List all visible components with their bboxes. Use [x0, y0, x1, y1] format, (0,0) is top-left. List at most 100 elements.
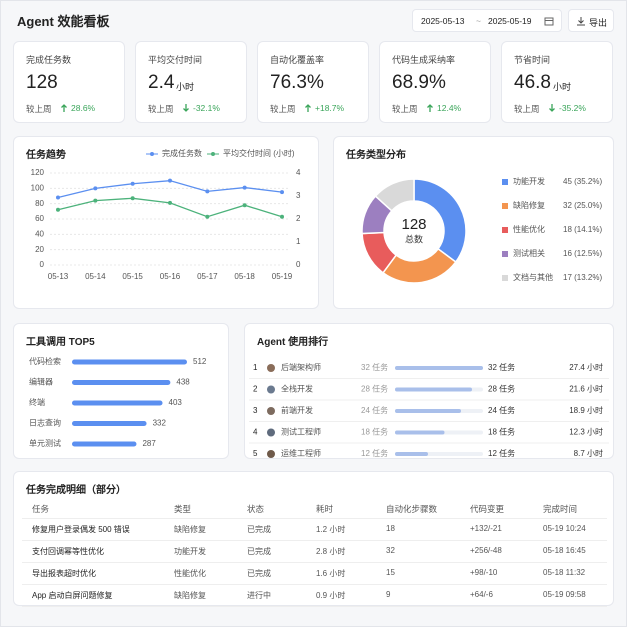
cell: 1.2 小时	[316, 525, 346, 534]
legend-swatch	[502, 203, 508, 209]
cell: App 启动白屏问题修复	[32, 591, 113, 600]
kpi-unit: 小时	[553, 82, 572, 92]
rank: 4	[253, 428, 258, 437]
x-tick-label: 05-16	[160, 272, 181, 281]
bar-label: 终端	[29, 397, 45, 407]
bar	[395, 366, 483, 370]
cell: 缺陷修复	[174, 591, 206, 600]
donut-chart: 功能开发 45 (35.2%) 缺陷修复 32 (25.0%) 性能优化 18 (14.1…	[361, 176, 602, 284]
agent-name: 运维工程师	[281, 448, 321, 458]
x-tick-label: 05-13	[48, 272, 69, 281]
panel-title: 任务类型分布	[346, 150, 406, 161]
hours: 8.7 小时	[574, 448, 603, 458]
legend-swatch	[502, 275, 508, 281]
tasks-label: 32 任务	[361, 362, 388, 372]
column-header: 完成时间	[543, 504, 578, 514]
column-header: 状态	[247, 504, 265, 514]
kpi-card: 节省时间 46.8 小时 较上周 -35.2%	[501, 41, 613, 123]
tasks-label: 32 任务	[488, 362, 515, 372]
legend-label: 性能优化	[513, 224, 545, 234]
kpi-value: 2.4	[148, 72, 175, 93]
arrow-path	[427, 104, 433, 112]
point	[130, 181, 135, 186]
kpi-change: +18.7%	[315, 103, 345, 113]
point	[93, 186, 98, 191]
tasks-label: 12 任务	[488, 448, 515, 458]
y2-tick-label: 2	[296, 214, 301, 223]
kpi-label: 完成任务数	[26, 55, 72, 65]
series-line	[57, 180, 283, 199]
legend-swatch	[502, 227, 508, 233]
cell: +132/-21	[470, 524, 502, 533]
bar-value: 512	[193, 357, 207, 366]
arrow-path	[549, 104, 555, 112]
kpi-value: 76.3%	[270, 72, 324, 93]
panel-title: Agent 使用排行	[257, 337, 329, 348]
legend-swatch	[502, 251, 508, 257]
arrow-path	[61, 104, 67, 112]
y-tick-label: 100	[31, 183, 45, 192]
kpi-value: 46.8	[514, 72, 551, 93]
date-sep: ~	[476, 16, 481, 26]
center-value: 128	[401, 216, 426, 233]
cell: 已完成	[247, 569, 271, 578]
bar-label: 代码检索	[29, 356, 61, 366]
kpi-label: 自动化覆盖率	[270, 55, 325, 65]
rank: 3	[253, 406, 258, 415]
cell: 0.9 小时	[316, 591, 346, 600]
export-button[interactable]: 导出	[568, 9, 614, 32]
bar	[72, 421, 147, 426]
date-range[interactable]: 2025-05-13 ~ 2025-05-19	[412, 9, 562, 32]
legend-label: 完成任务数	[162, 148, 202, 158]
bar	[395, 409, 461, 413]
kpi-card: 代码生成采纳率 68.9% 较上周 12.4%	[379, 41, 491, 123]
point	[56, 195, 60, 200]
column-header: 耗时	[316, 504, 334, 514]
tools-panel: 工具调用 TOP5 代码检索 512 编辑器 438 终端 403 日志查询 332 单元测试 2…	[13, 323, 229, 459]
kpi-card: 自动化覆盖率 76.3% 较上周 +18.7%	[257, 41, 369, 123]
y2-tick-label: 4	[296, 168, 301, 177]
point	[130, 196, 135, 201]
bar	[395, 387, 472, 392]
cell: 已完成	[247, 547, 271, 556]
donut-slice	[374, 178, 415, 212]
bar-label: 单元测试	[29, 438, 61, 448]
tasks-label: 18 任务	[488, 427, 515, 437]
legend-label: 文档与其他	[513, 272, 553, 282]
agents-panel: Agent 使用排行 1 后端架构师 32 任务 32 任务 27.4 小时 2 全栈开发 2…	[244, 323, 614, 459]
legend-label: 测试相关	[513, 248, 545, 258]
y-tick-label: 80	[35, 199, 44, 208]
y-tick-label: 40	[35, 229, 44, 238]
page-title: Agent 效能看板	[17, 14, 110, 29]
avatar	[267, 428, 275, 437]
trend-arrow	[305, 104, 311, 112]
point	[242, 185, 247, 190]
rank: 2	[253, 385, 258, 394]
row-separator	[22, 584, 607, 585]
legend-value: 32 (25.0%)	[563, 201, 602, 210]
bar-value: 332	[153, 419, 167, 428]
date-end: 2025-05-19	[488, 16, 532, 26]
cell: 9	[386, 590, 391, 599]
y-tick-label: 20	[35, 245, 44, 254]
column-header: 任务	[32, 504, 50, 514]
legend-value: 45 (35.2%)	[563, 177, 602, 186]
bar-value: 287	[142, 439, 156, 448]
hours: 27.4 小时	[569, 362, 603, 372]
cell: 05-19 09:58	[543, 590, 586, 599]
legend-label: 平均交付时间 (小时)	[223, 148, 295, 158]
legend-value: 16 (12.5%)	[563, 249, 602, 258]
column-header: 代码变更	[470, 504, 505, 514]
point	[280, 190, 284, 195]
bar-value: 403	[169, 398, 183, 407]
bar	[395, 452, 428, 456]
kpi-compare: 较上周	[514, 104, 540, 114]
cell: 修复用户登录偶发 500 错误	[32, 525, 130, 534]
kpi-compare: 较上周	[392, 104, 418, 114]
download-icon	[577, 17, 585, 26]
column-header: 自动化步骤数	[386, 504, 438, 514]
x-tick-label: 05-19	[272, 272, 293, 281]
legend-dot	[150, 152, 154, 156]
bar-value: 438	[176, 378, 190, 387]
row-separator	[22, 606, 607, 607]
